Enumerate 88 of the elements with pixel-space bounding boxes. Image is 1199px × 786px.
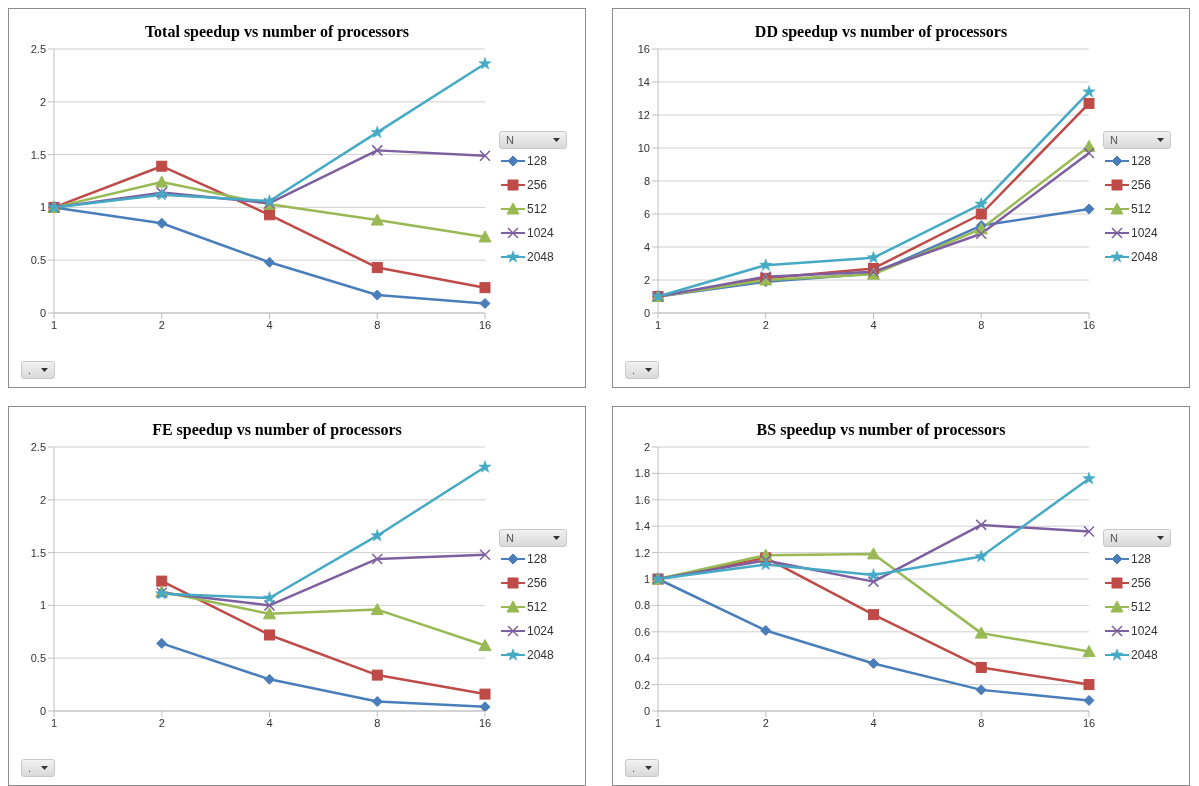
y-tick-label: 1.5 bbox=[30, 546, 46, 559]
legend-label: 512 bbox=[1131, 202, 1152, 216]
x-tick-label: 8 bbox=[978, 716, 985, 729]
field-filter-button: . bbox=[625, 759, 659, 777]
x-tick-label: 1 bbox=[50, 318, 58, 331]
x-tick-label: 16 bbox=[1082, 318, 1096, 331]
legend-label: 128 bbox=[527, 154, 548, 168]
legend-label: 2048 bbox=[1131, 250, 1158, 264]
chart-title: DD speedup vs number of processors bbox=[753, 23, 1009, 41]
x-tick-label: 16 bbox=[478, 318, 492, 331]
y-tick-label: 1.2 bbox=[634, 546, 650, 559]
y-tick-label: 1.5 bbox=[30, 148, 46, 161]
legend-title: N bbox=[506, 134, 514, 146]
field-filter-button: . bbox=[21, 759, 55, 777]
y-tick-label: 2 bbox=[39, 95, 46, 108]
x-tick-label: 1 bbox=[50, 716, 58, 729]
y-tick-label: 0.6 bbox=[634, 625, 650, 638]
y-tick-label: 0 bbox=[39, 704, 46, 717]
y-tick-label: 1 bbox=[39, 201, 46, 214]
legend-label: 128 bbox=[1131, 154, 1152, 168]
field-filter-button: . bbox=[21, 361, 55, 379]
chart-title: BS speedup vs number of processors bbox=[755, 421, 1007, 439]
x-tick-label: 2 bbox=[158, 318, 165, 331]
y-tick-label: 2 bbox=[643, 440, 650, 453]
y-tick-label: 10 bbox=[637, 141, 650, 154]
legend-title: N bbox=[1110, 532, 1118, 544]
legend-label: 256 bbox=[1131, 178, 1152, 192]
x-tick-label: 1 bbox=[654, 716, 662, 729]
y-tick-label: 2.5 bbox=[30, 440, 46, 453]
y-tick-label: 2 bbox=[643, 273, 650, 286]
legend-label: 2048 bbox=[527, 648, 554, 662]
y-tick-label: 0.4 bbox=[634, 652, 650, 665]
y-tick-label: 16 bbox=[637, 42, 650, 55]
y-tick-label: 14 bbox=[637, 75, 650, 88]
legend-label: 128 bbox=[527, 552, 548, 566]
y-tick-label: 2 bbox=[39, 493, 46, 506]
y-tick-label: 0 bbox=[39, 306, 46, 319]
y-tick-label: 0 bbox=[643, 704, 650, 717]
legend-label: 256 bbox=[1131, 576, 1152, 590]
legend-filter-button: N bbox=[1103, 131, 1171, 149]
legend-label: 2048 bbox=[527, 250, 554, 264]
legend-label: 512 bbox=[1131, 600, 1152, 614]
legend-filter-button: N bbox=[499, 131, 567, 149]
legend-label: 1024 bbox=[527, 226, 554, 240]
y-tick-label: 1.8 bbox=[634, 467, 650, 480]
y-tick-label: 1 bbox=[39, 599, 46, 612]
x-tick-label: 4 bbox=[266, 716, 273, 729]
x-tick-label: 4 bbox=[266, 318, 273, 331]
x-tick-label: 2 bbox=[762, 318, 769, 331]
x-tick-label: 4 bbox=[870, 716, 877, 729]
y-tick-label: 0.2 bbox=[634, 678, 650, 691]
y-tick-label: 2.5 bbox=[30, 42, 46, 55]
legend-label: 512 bbox=[527, 600, 548, 614]
x-tick-label: 16 bbox=[1082, 716, 1096, 729]
legend-label: 512 bbox=[527, 202, 548, 216]
legend-title: N bbox=[506, 532, 514, 544]
x-tick-label: 2 bbox=[158, 716, 165, 729]
legend-label: 256 bbox=[527, 178, 548, 192]
field-filter-button: . bbox=[625, 361, 659, 379]
legend-filter-button: N bbox=[1103, 529, 1171, 547]
chart-title: Total speedup vs number of processors bbox=[143, 23, 411, 41]
x-tick-label: 1 bbox=[654, 318, 662, 331]
legend-label: 1024 bbox=[1131, 226, 1158, 240]
y-tick-label: 6 bbox=[643, 207, 650, 220]
y-tick-label: 1 bbox=[643, 572, 650, 585]
y-tick-label: 1.6 bbox=[634, 493, 650, 506]
chart-title: FE speedup vs number of processors bbox=[151, 421, 403, 439]
x-tick-label: 8 bbox=[374, 318, 381, 331]
legend-label: 1024 bbox=[527, 624, 554, 638]
y-tick-label: 4 bbox=[643, 240, 650, 253]
y-tick-label: 0 bbox=[643, 306, 650, 319]
y-tick-label: 0.5 bbox=[30, 254, 46, 267]
y-tick-label: 0.5 bbox=[30, 652, 46, 665]
legend-label: 1024 bbox=[1131, 624, 1158, 638]
legend-label: 2048 bbox=[1131, 648, 1158, 662]
legend-label: 128 bbox=[1131, 552, 1152, 566]
y-tick-label: 0.8 bbox=[634, 599, 650, 612]
y-tick-label: 1.4 bbox=[634, 520, 650, 533]
x-tick-label: 16 bbox=[478, 716, 492, 729]
legend-title: N bbox=[1110, 134, 1118, 146]
y-tick-label: 12 bbox=[637, 108, 650, 121]
legend-label: 256 bbox=[527, 576, 548, 590]
x-tick-label: 8 bbox=[978, 318, 985, 331]
x-tick-label: 8 bbox=[374, 716, 381, 729]
legend-filter-button: N bbox=[499, 529, 567, 547]
y-tick-label: 8 bbox=[643, 174, 650, 187]
x-tick-label: 4 bbox=[870, 318, 877, 331]
x-tick-label: 2 bbox=[762, 716, 769, 729]
